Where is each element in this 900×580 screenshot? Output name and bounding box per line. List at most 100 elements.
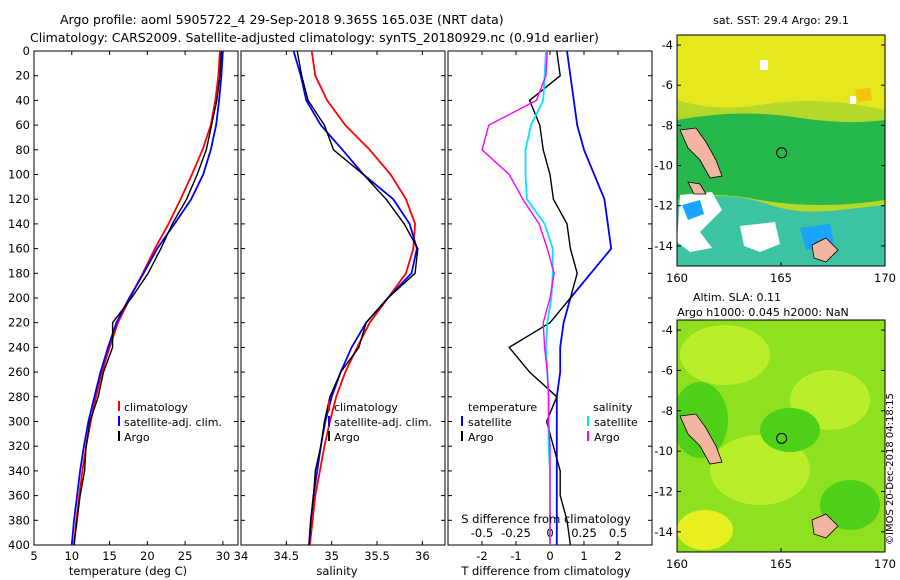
data-point (559, 75, 561, 77)
data-point (549, 297, 551, 299)
s-diff-tick-label: -0.25 (501, 526, 531, 540)
data-point (331, 396, 333, 398)
map-lon-tick-label: 170 (874, 557, 896, 571)
data-point (316, 470, 318, 472)
data-point (101, 371, 103, 373)
series-group (70, 51, 224, 545)
data-point (76, 495, 78, 497)
sst-map (677, 35, 885, 266)
data-point (130, 297, 133, 299)
series-line-satellite-adj-clim- (70, 51, 224, 545)
data-point (556, 519, 558, 521)
data-point (173, 223, 176, 225)
s-diff-tick-label: 0.5 (609, 526, 627, 540)
sst-cloud-pixel (850, 96, 856, 104)
map-lat-tick-label: -8 (662, 118, 673, 132)
data-point (154, 248, 156, 250)
data-point (542, 322, 544, 324)
data-point (71, 544, 73, 545)
data-point (205, 149, 207, 151)
depth-tick-label: 280 (8, 390, 30, 404)
data-point (156, 248, 158, 250)
data-point (326, 99, 328, 101)
map-lat-tick-label: -12 (654, 199, 673, 213)
data-point (217, 75, 219, 77)
data-point (112, 322, 114, 324)
sst-map-title: sat. SST: 29.4 Argo: 29.1 (713, 14, 849, 27)
sla-map (677, 320, 885, 552)
data-point (344, 124, 346, 126)
sst-island-solomons (679, 127, 723, 179)
imos-timestamp: ©IMOS 20-Dec-2018 04:18:15 (885, 393, 896, 545)
data-point (529, 371, 531, 373)
map-lat-tick-label: -14 (654, 525, 673, 539)
data-point (102, 371, 105, 373)
legend-satellite-label: satellite-adj. clim. (334, 416, 432, 429)
data-point (79, 495, 81, 497)
x-tick-label: 0 (546, 549, 553, 563)
data-point (314, 75, 316, 77)
data-point (559, 371, 561, 373)
map-lon-tick-label: 170 (874, 271, 896, 285)
data-point (524, 173, 527, 176)
data-point (320, 445, 322, 447)
data-point (351, 346, 353, 348)
data-point (563, 322, 565, 324)
sst-orange-patch (855, 88, 872, 102)
data-point (549, 495, 551, 497)
depth-tick-label: 260 (8, 365, 30, 379)
data-point (522, 198, 524, 200)
data-point (529, 99, 531, 101)
data-point (112, 346, 114, 348)
legend-temperature-title: temperature (468, 401, 537, 414)
legend-climatology-label: climatology (124, 401, 188, 414)
map-lat-tick-label: -14 (654, 239, 673, 253)
data-point (569, 75, 572, 77)
data-point (167, 223, 170, 225)
map-lon-tick-label: 165 (770, 271, 792, 285)
data-point (320, 124, 322, 126)
data-point (409, 223, 411, 225)
map-lon-tick-label: 160 (666, 557, 688, 571)
x-tick-label: 10 (64, 549, 79, 563)
data-point (222, 51, 224, 52)
data-point (508, 346, 510, 348)
data-point (218, 99, 220, 101)
data-point (569, 544, 571, 545)
data-point (93, 396, 95, 398)
sla-map-title-line2: Argo h1000: 0.045 h2000: NaN (677, 306, 849, 319)
data-point (143, 272, 145, 274)
depth-tick-label: 100 (8, 168, 30, 182)
data-point (369, 322, 371, 324)
data-point (549, 322, 551, 324)
data-point (216, 99, 218, 101)
series-line-argo (73, 51, 223, 545)
data-point (576, 272, 578, 274)
data-point (323, 420, 325, 423)
data-point (559, 470, 561, 472)
data-point (549, 173, 551, 176)
depth-tick-label: 400 (8, 538, 30, 552)
data-point (538, 223, 540, 225)
data-point (390, 173, 392, 176)
data-point (544, 346, 546, 348)
data-point (556, 495, 558, 497)
map-lat-tick-label: -4 (662, 38, 673, 52)
data-point (544, 75, 546, 77)
data-point (417, 248, 419, 250)
depth-tick-label: 140 (8, 217, 30, 231)
sla-map-title-line1: Altim. SLA: 0.11 (693, 291, 781, 304)
data-point (95, 396, 97, 398)
s-diff-tick-label: 0.25 (571, 526, 597, 540)
series-line-s-argo (481, 51, 555, 545)
data-point (73, 519, 75, 521)
data-point (385, 198, 387, 200)
data-point (83, 445, 85, 447)
data-point (603, 198, 606, 200)
depth-tick-label: 200 (8, 291, 30, 305)
x-tick-label: -1 (510, 549, 521, 563)
data-point (569, 297, 572, 299)
data-point (566, 51, 568, 52)
temperature-xlabel: temperature (deg C) (69, 564, 187, 578)
data-point (550, 297, 553, 299)
